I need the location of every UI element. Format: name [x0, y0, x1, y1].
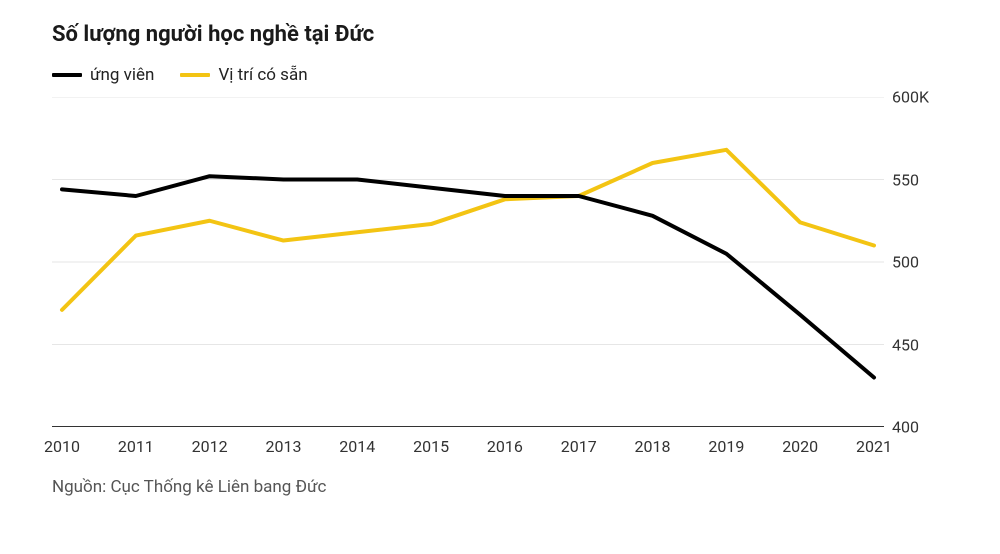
y-tick-label: 500: [892, 253, 919, 272]
chart-container: Số lượng người học nghề tại Đức ứng viên…: [0, 0, 1000, 554]
legend-swatch: [52, 73, 82, 77]
x-tick-label: 2018: [635, 437, 671, 456]
x-tick-label: 2017: [561, 437, 597, 456]
legend: ứng viên Vị trí có sẵn: [52, 65, 954, 85]
x-tick-label: 2014: [339, 437, 375, 456]
plot-svg: [52, 97, 884, 427]
legend-swatch: [180, 73, 210, 77]
x-axis: 2010201120122013201420152016201720182019…: [52, 431, 884, 461]
series-vi_tri: [62, 150, 874, 310]
chart-title: Số lượng người học nghề tại Đức: [52, 22, 954, 47]
x-tick-label: 2021: [856, 437, 892, 456]
series-group: [62, 150, 874, 378]
legend-item-ung-vien: ứng viên: [52, 65, 154, 85]
x-tick-label: 2013: [265, 437, 301, 456]
grid: [52, 97, 884, 345]
x-tick-label: 2019: [708, 437, 744, 456]
plot-area: 400450500550600K: [52, 97, 954, 427]
legend-item-vi-tri: Vị trí có sẵn: [180, 65, 307, 85]
y-tick-label: 400: [892, 418, 919, 437]
y-tick-label: 550: [892, 170, 919, 189]
source-attribution: Nguồn: Cục Thống kê Liên bang Đức: [52, 477, 954, 497]
series-ung_vien: [62, 176, 874, 377]
x-tick-label: 2012: [192, 437, 228, 456]
legend-label: ứng viên: [90, 65, 154, 85]
x-tick-label: 2016: [487, 437, 523, 456]
x-tick-label: 2011: [118, 437, 154, 456]
x-tick-label: 2020: [782, 437, 818, 456]
legend-label: Vị trí có sẵn: [218, 65, 307, 85]
y-tick-label: 600K: [892, 88, 929, 107]
y-tick-label: 450: [892, 335, 919, 354]
x-tick-label: 2010: [44, 437, 80, 456]
x-tick-label: 2015: [413, 437, 449, 456]
